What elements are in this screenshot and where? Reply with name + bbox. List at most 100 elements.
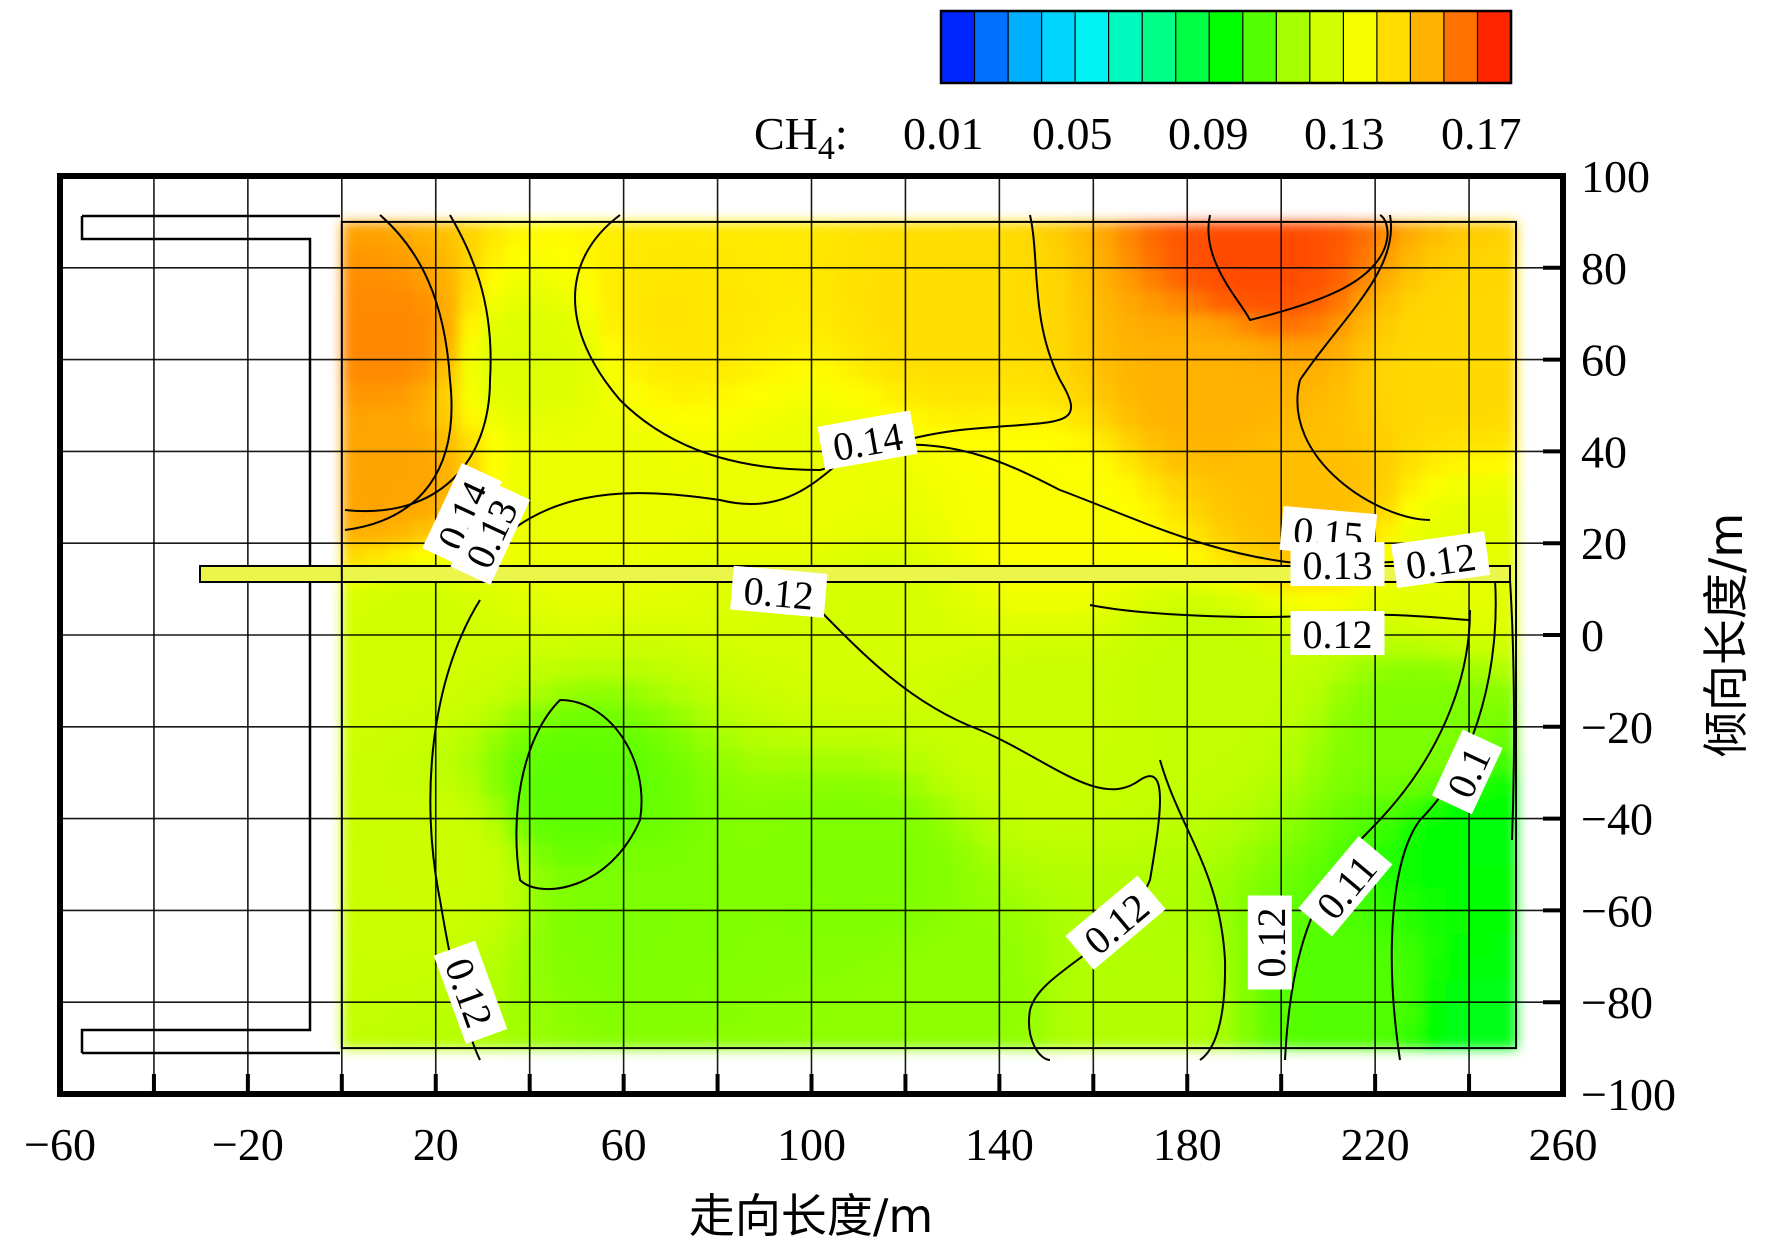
field-cell: [623, 589, 648, 613]
field-cell: [1398, 405, 1423, 430]
field-cell: [553, 359, 578, 384]
field-cell: [1022, 1025, 1048, 1049]
field-cell: [1069, 543, 1095, 567]
field-cell: [1022, 612, 1048, 636]
field-cell: [1210, 405, 1235, 430]
field-cell: [1445, 474, 1470, 499]
field-cell: [1257, 726, 1282, 751]
field-cell: [529, 520, 554, 545]
field-cell: [1375, 589, 1400, 613]
field-cell: [1257, 543, 1282, 567]
field-cell: [999, 680, 1024, 705]
field-cell: [1445, 1025, 1470, 1049]
field-cell: [858, 726, 883, 751]
field-cell: [999, 497, 1024, 522]
field-cell: [459, 405, 484, 430]
field-cell: [1022, 933, 1048, 958]
field-cell: [741, 474, 766, 499]
field-cell: [905, 520, 930, 545]
field-cell: [1281, 726, 1306, 751]
field-cell: [670, 1002, 695, 1026]
field-cell: [459, 221, 484, 246]
field-cell: [1116, 749, 1142, 774]
field-cell: [1281, 818, 1306, 843]
field-cell: [905, 749, 930, 774]
field-cell: [388, 726, 414, 751]
field-cell: [1022, 703, 1048, 728]
field-cell: [341, 451, 367, 476]
field-cell: [1046, 956, 1071, 981]
field-cell: [788, 703, 813, 728]
field-cell: [1422, 635, 1447, 659]
field-cell: [741, 933, 766, 958]
x-tick-label: −20: [212, 1119, 284, 1170]
field-cell: [1469, 474, 1494, 499]
field-cell: [1140, 703, 1165, 728]
field-cell: [717, 313, 742, 338]
field-cell: [1093, 612, 1118, 636]
field-cell: [1469, 428, 1494, 453]
field-cell: [670, 221, 695, 246]
field-cell: [1116, 795, 1142, 820]
field-cell: [506, 772, 531, 797]
field-cell: [717, 612, 742, 636]
field-cell: [1257, 428, 1282, 453]
field-cell: [576, 520, 601, 545]
field-cell: [999, 474, 1024, 499]
field-cell: [1140, 1025, 1165, 1049]
field-cell: [1304, 841, 1329, 866]
field-cell: [412, 497, 437, 522]
field-cell: [388, 612, 414, 636]
field-cell: [1140, 635, 1165, 659]
field-cell: [1234, 474, 1259, 499]
field-cell: [1469, 497, 1494, 522]
field-cell: [882, 359, 907, 384]
field-cell: [506, 703, 531, 728]
field-cell: [1022, 336, 1048, 361]
field-cell: [882, 910, 907, 935]
field-cell: [1492, 864, 1517, 889]
field-cell: [764, 818, 789, 843]
field-cell: [459, 658, 484, 682]
field-cell: [1093, 520, 1118, 545]
field-cell: [1351, 589, 1376, 613]
field-cell: [788, 428, 813, 453]
field-cell: [1069, 451, 1095, 476]
field-cell: [647, 290, 672, 315]
field-cell: [1398, 359, 1423, 384]
field-cell: [1375, 703, 1400, 728]
field-cell: [717, 726, 742, 751]
field-cell: [600, 818, 625, 843]
field-cell: [365, 382, 390, 407]
field-cell: [1492, 612, 1517, 636]
field-cell: [576, 795, 601, 820]
field-cell: [975, 795, 1001, 820]
field-cell: [459, 703, 484, 728]
field-cell: [1069, 818, 1095, 843]
field-cell: [764, 887, 789, 912]
field-cell: [670, 405, 695, 430]
field-cell: [1304, 428, 1329, 453]
field-cell: [905, 290, 930, 315]
field-cell: [928, 451, 954, 476]
field-cell: [623, 382, 648, 407]
field-cell: [764, 244, 789, 269]
field-cell: [882, 336, 907, 361]
field-cell: [435, 772, 461, 797]
field-cell: [482, 795, 507, 820]
field-cell: [905, 910, 930, 935]
field-cell: [647, 405, 672, 430]
field-cell: [600, 382, 625, 407]
field-cell: [858, 1025, 883, 1049]
field-cell: [388, 221, 414, 246]
field-cell: [1187, 520, 1212, 545]
field-cell: [1069, 795, 1095, 820]
field-cell: [975, 221, 1001, 246]
field-cell: [1210, 221, 1235, 246]
field-cell: [341, 290, 367, 315]
field-cell: [1163, 864, 1189, 889]
contour-label-text: 0.12: [1403, 534, 1479, 588]
field-cell: [341, 1002, 367, 1026]
field-cell: [764, 635, 789, 659]
field-cell: [412, 841, 437, 866]
